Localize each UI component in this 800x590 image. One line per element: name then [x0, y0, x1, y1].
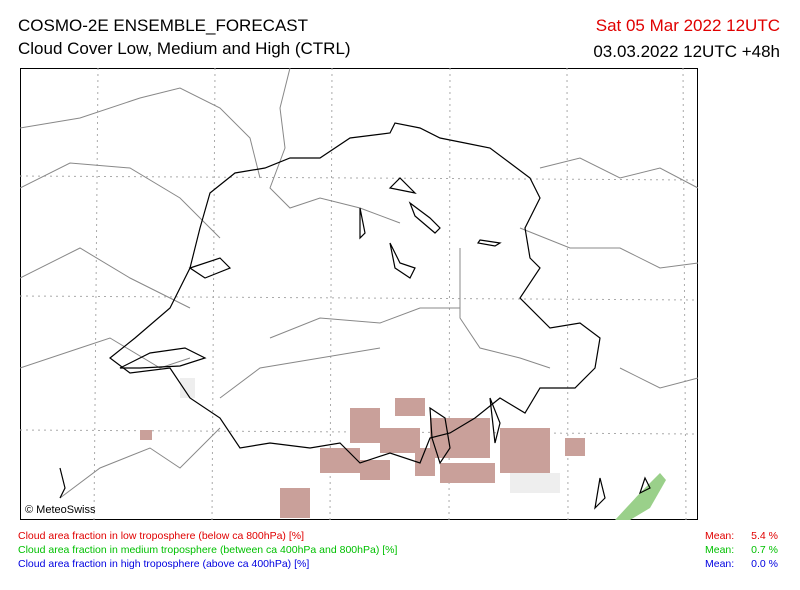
legend-label: Cloud area fraction in high troposphere … — [18, 558, 310, 570]
borders — [20, 68, 698, 499]
mean-value: 0.0 % — [751, 558, 778, 570]
mean-label: Mean: — [705, 544, 735, 556]
country-outline — [59, 122, 651, 510]
mean-value: 5.4 % — [751, 530, 778, 542]
credit: © MeteoSwiss — [25, 504, 96, 516]
cloud-medium — [615, 473, 666, 520]
graticule — [20, 68, 698, 520]
mean-label: Mean: — [705, 530, 735, 542]
subtitle: Cloud Cover Low, Medium and High (CTRL) — [18, 39, 351, 58]
title: COSMO-2E ENSEMBLE_FORECAST — [18, 16, 309, 35]
map — [20, 68, 698, 520]
legend-label: Cloud area fraction in low troposphere (… — [18, 530, 304, 542]
run-info: 03.03.2022 12UTC +48h — [593, 42, 780, 61]
mean-label: Mean: — [705, 558, 735, 570]
cloud-faint — [180, 378, 560, 493]
valid-time: Sat 05 Mar 2022 12UTC — [595, 16, 780, 35]
mean-value: 0.7 % — [751, 544, 778, 556]
legend-label: Cloud area fraction in medium tropospher… — [18, 544, 398, 556]
cloud-low — [140, 398, 585, 518]
